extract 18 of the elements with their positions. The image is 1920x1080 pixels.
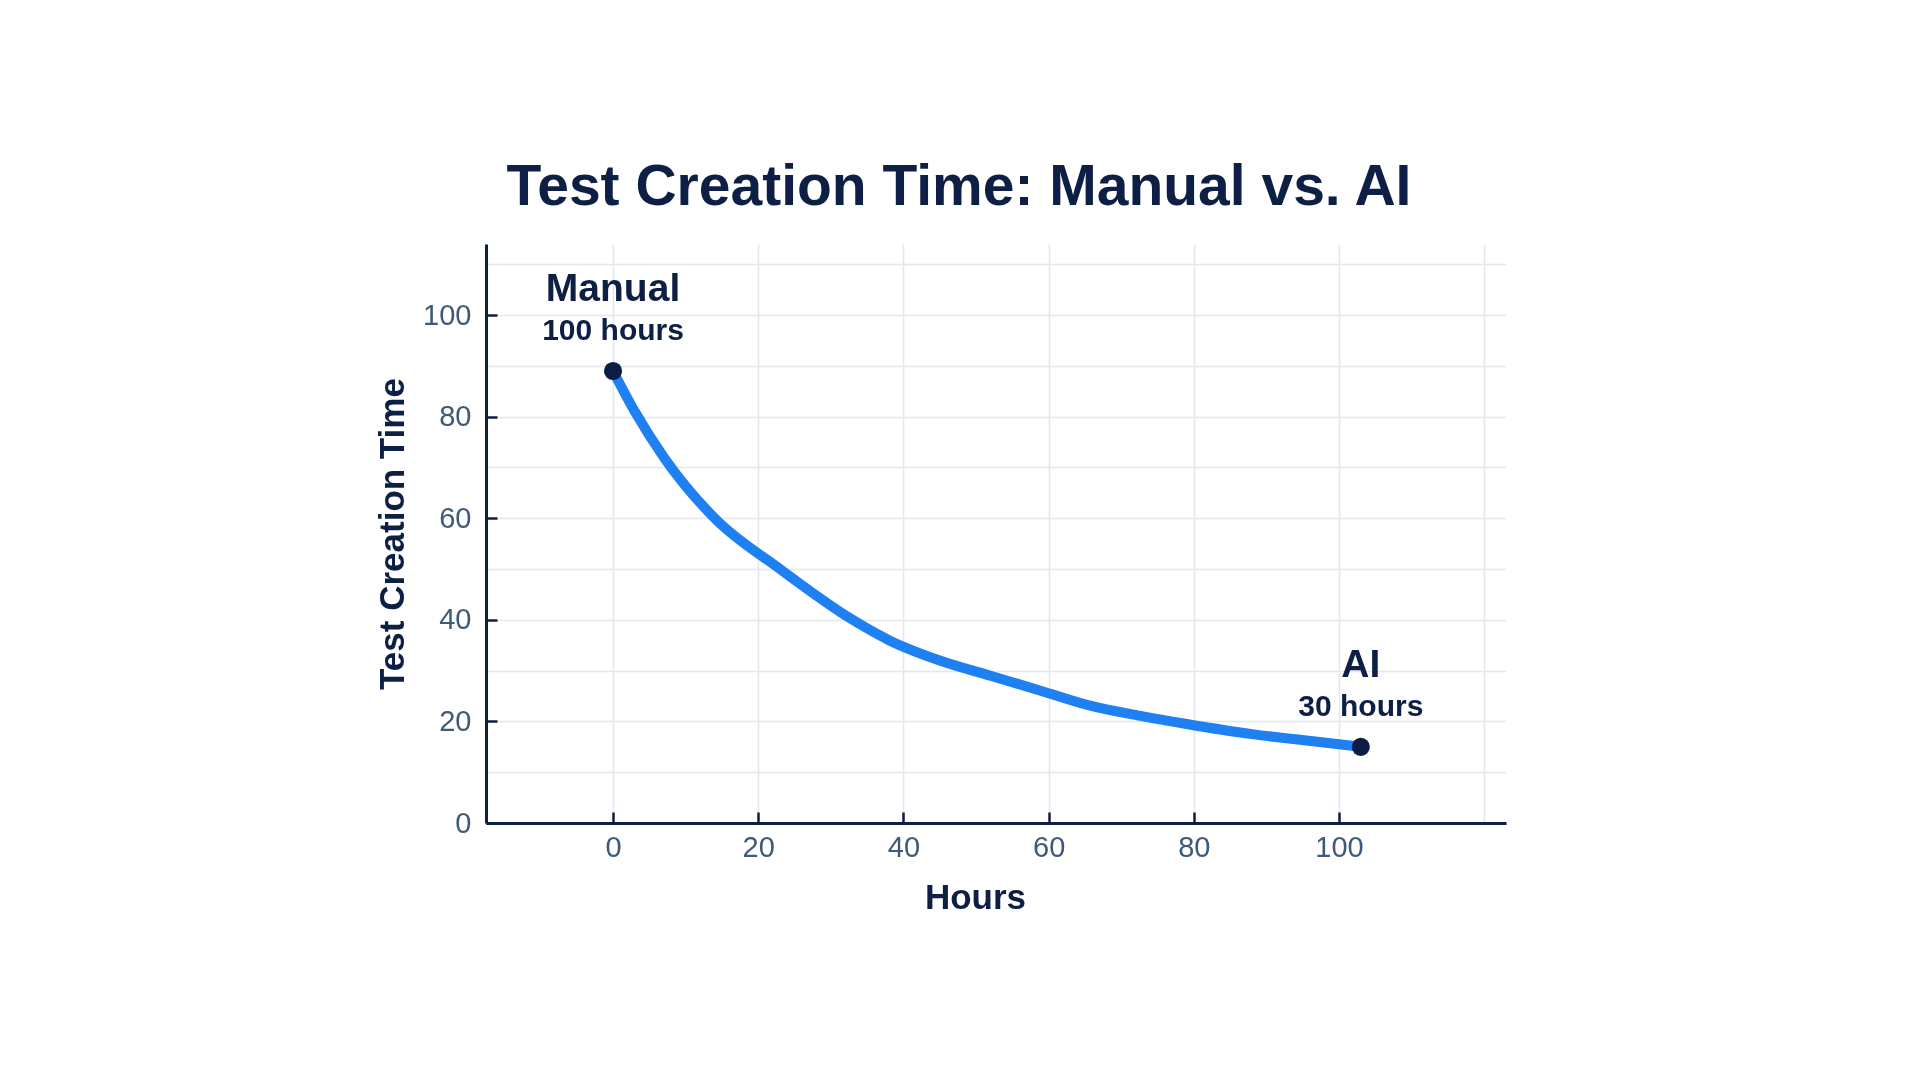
annotation: 100 hours: [542, 312, 684, 346]
x-axis-title: Hours: [924, 876, 1027, 916]
chart-title: Test Creation Time: Manual vs. AI: [506, 153, 1412, 217]
y-axis-title: Test Creation Time: [372, 378, 412, 690]
x-tick-label: 100: [1315, 830, 1364, 863]
y-tick-label: 60: [439, 501, 472, 534]
x-tick-label: 0: [605, 830, 622, 863]
y-tick-label: 80: [439, 400, 472, 433]
annotation: AI: [1341, 641, 1381, 685]
y-tick-label: 40: [439, 603, 472, 636]
y-tick-label: 100: [423, 298, 472, 331]
x-tick-label: 80: [1178, 830, 1211, 863]
x-tick-label: 40: [887, 830, 921, 863]
annotation: 30 hours: [1298, 688, 1424, 722]
x-tick-label: 60: [1033, 830, 1066, 863]
y-tick-label: 0: [455, 806, 472, 839]
x-tick-label: 20: [742, 830, 775, 863]
y-tick-label: 20: [439, 704, 472, 737]
